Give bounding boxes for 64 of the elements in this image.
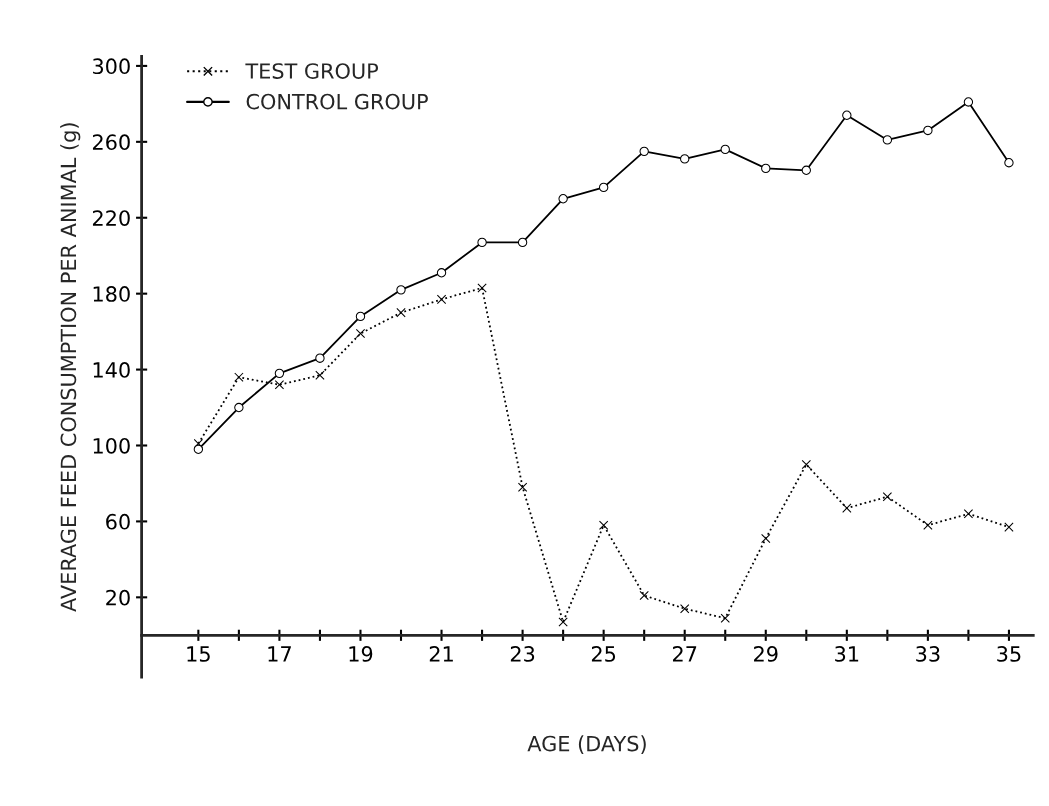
point [598,182,609,193]
y-axis-title: AVERAGE FEED CONSUMPTION PER ANIMAL (g) [60,123,81,612]
point [355,311,366,322]
legend-label: CONTROL GROUP [246,93,428,110]
legend-label: TEST GROUP [245,63,379,79]
point [436,294,447,305]
x-tick-label: 23 [510,646,535,662]
x-tick-label: 35 [997,646,1021,662]
y-tick-label: 140 [93,362,130,378]
point [436,268,447,278]
point [882,135,893,145]
point [680,154,690,164]
x-axis-title: AGE (DAYS) [527,735,646,754]
point [396,307,406,318]
point [963,97,974,107]
point [801,459,811,470]
point [963,509,974,519]
x-tick-label: 15 [187,646,210,662]
point [355,328,366,339]
point [517,237,528,248]
y-tick-label: 100 [93,437,130,454]
point [639,590,649,601]
point [761,163,771,174]
point [720,144,730,155]
point [639,146,649,156]
point [315,353,325,363]
y-tick-label: 260 [92,134,130,151]
point [680,604,690,614]
point [396,285,406,295]
y-tick-label: 20 [106,589,130,606]
point [842,110,852,120]
point [558,194,568,204]
point [842,503,852,513]
point [274,380,285,390]
point [274,368,285,379]
point [234,402,244,413]
point [598,520,609,530]
point [234,372,244,382]
y-tick-label: 60 [106,513,130,530]
y-tick-label: 300 [93,58,130,75]
x-tick-label: 17 [268,646,291,662]
x-tick-label: 25 [591,646,616,662]
point [193,444,204,454]
point [558,617,568,627]
x-tick-label: 31 [835,646,859,662]
y-tick-label: 180 [93,286,130,302]
x-tick-label: 19 [349,646,373,662]
point [923,520,933,530]
x-tick-label: 27 [672,646,697,662]
point [315,370,325,380]
x-tick-label: 21 [429,646,453,662]
point [720,613,730,623]
point [477,237,487,248]
point [923,125,933,136]
y-tick-label: 220 [92,210,130,226]
point [517,482,528,492]
point [1004,522,1014,532]
point [801,165,811,175]
x-tick-label: 33 [916,646,940,662]
point [1004,158,1014,168]
point [882,492,893,502]
point [477,283,487,293]
point [761,533,771,544]
x-tick-label: 29 [754,646,778,662]
